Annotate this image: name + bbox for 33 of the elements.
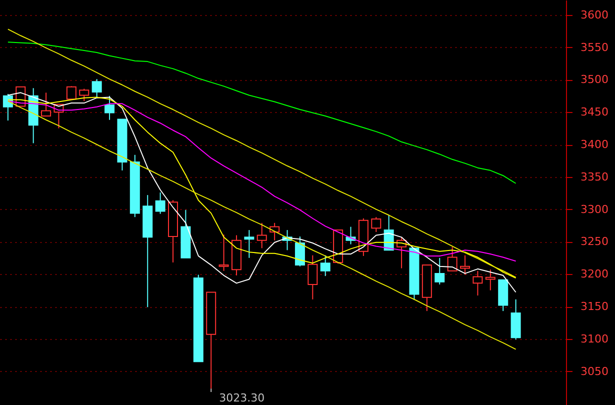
candlestick: [244, 230, 254, 258]
annotation: 3023.30: [219, 392, 265, 405]
candlestick: [320, 254, 330, 277]
y-tick-label: 3600: [580, 8, 608, 22]
candlestick: [434, 257, 445, 285]
y-tick-label: 3050: [580, 364, 608, 378]
candlestick: [460, 254, 470, 276]
line-series: [7, 42, 516, 184]
candlestick: [256, 222, 267, 249]
y-tick-label: 3550: [580, 40, 608, 54]
candlestick: [79, 88, 90, 102]
y-tick-label: 3350: [580, 170, 608, 184]
candlestick: [447, 246, 458, 272]
candlestick: [472, 270, 483, 296]
y-tick-label: 3200: [580, 268, 608, 281]
candlestick: [41, 92, 52, 116]
candlestick: [92, 78, 102, 98]
candlestick: [485, 269, 496, 291]
candlestick: [308, 254, 318, 300]
candlestick: [155, 192, 166, 214]
candlestick: [104, 95, 115, 120]
candlestick: [218, 234, 229, 272]
candlestick: [66, 86, 76, 100]
candlestick: [294, 236, 305, 267]
y-tick-label: 3300: [580, 202, 608, 216]
y-tick-label: 3450: [580, 106, 608, 119]
y-tick-label: 3150: [580, 300, 608, 314]
y-tick-label: 3250: [580, 235, 608, 248]
y-tick-label: 3400: [580, 138, 608, 152]
candlestick: [371, 216, 382, 232]
line-series: [7, 28, 516, 278]
y-tick-label: 3100: [580, 332, 608, 346]
y-tick-label: 3500: [580, 73, 608, 86]
